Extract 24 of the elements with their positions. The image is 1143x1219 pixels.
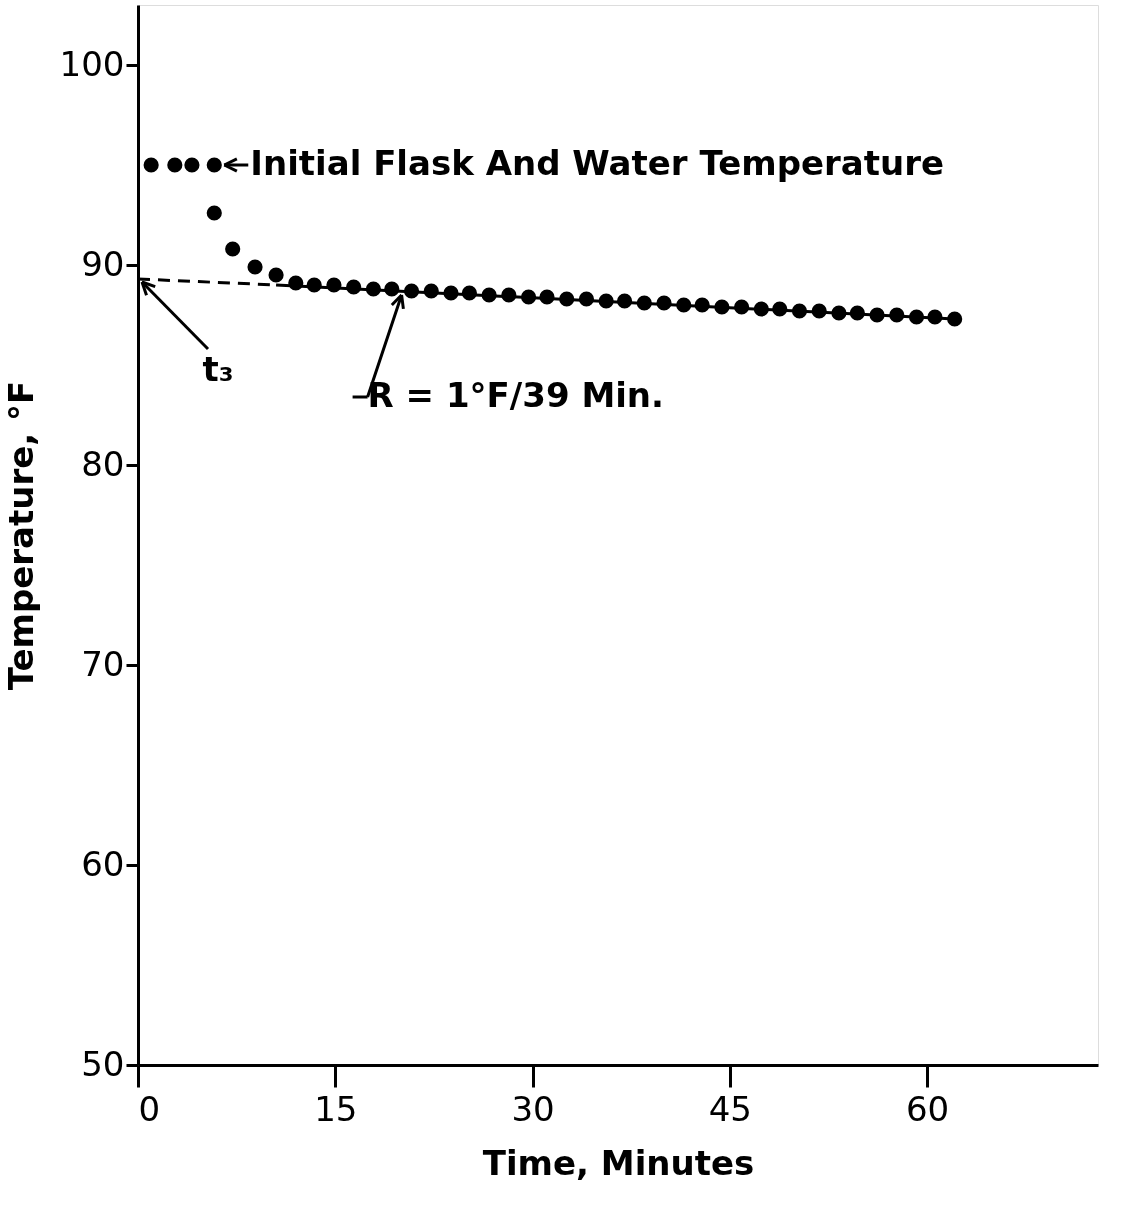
y-tick-label: 80 [81, 443, 125, 484]
point [268, 267, 284, 283]
annotation: t₃ [202, 349, 234, 389]
point [143, 157, 159, 173]
y-tick-label: 100 [59, 43, 125, 84]
point [206, 205, 222, 221]
point [206, 157, 222, 173]
x-tick-label: 60 [905, 1088, 950, 1129]
y-tick-label: 70 [81, 643, 125, 684]
x-tick-label: 0 [138, 1088, 161, 1129]
x-axis-title: Time, Minutes [482, 1142, 755, 1183]
point [247, 259, 263, 275]
point [184, 157, 200, 173]
y-axis-title: Temperature, °F [0, 380, 41, 691]
y-tick-label: 50 [81, 1043, 125, 1084]
annotation: R = 1°F/39 Min. [367, 375, 664, 415]
point [167, 157, 183, 173]
x-tick-label: 45 [708, 1088, 752, 1129]
annotation: Initial Flask And Water Temperature [250, 143, 945, 183]
y-tick-label: 60 [81, 843, 125, 884]
x-tick-label: 30 [511, 1088, 555, 1129]
y-tick-label: 90 [81, 243, 125, 284]
point [225, 241, 241, 257]
x-tick-label: 15 [314, 1088, 358, 1129]
